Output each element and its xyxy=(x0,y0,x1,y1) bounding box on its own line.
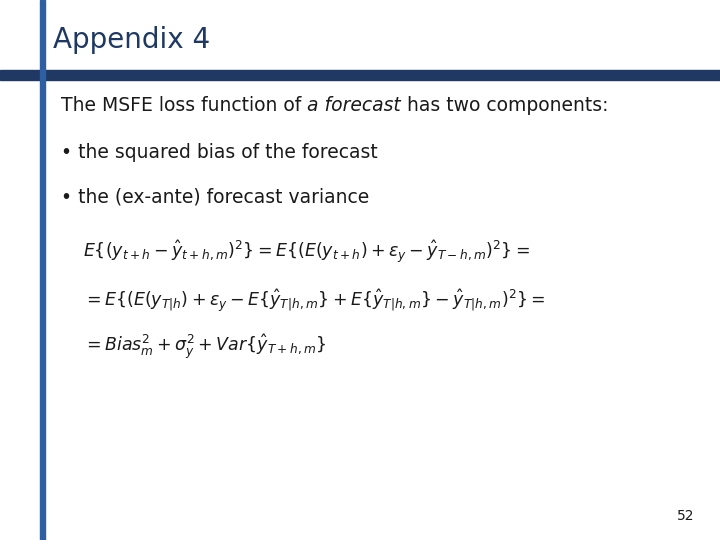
Text: $E\{(y_{t+h} - \hat{y}_{t+h,m})^2\} = E\{(E(y_{t+h}) + \varepsilon_y - \hat{y}_{: $E\{(y_{t+h} - \hat{y}_{t+h,m})^2\} = E\… xyxy=(83,238,530,265)
Text: a forecast: a forecast xyxy=(307,96,401,115)
Text: The MSFE loss function of: The MSFE loss function of xyxy=(61,96,307,115)
Text: Appendix 4: Appendix 4 xyxy=(53,26,210,54)
Text: $= E\{(E(y_{T|h}) + \varepsilon_y - E\{\hat{y}_{T|h,m}\} + E\{\hat{y}_{T|h,m}\} : $= E\{(E(y_{T|h}) + \varepsilon_y - E\{\… xyxy=(83,287,545,314)
Text: • the (ex-ante) forecast variance: • the (ex-ante) forecast variance xyxy=(61,187,369,207)
Text: 52: 52 xyxy=(678,509,695,523)
Text: has two components:: has two components: xyxy=(401,96,608,115)
Text: • the squared bias of the forecast: • the squared bias of the forecast xyxy=(61,143,378,162)
Text: $= Bias_m^2 + \sigma_y^2 + Var\{\hat{y}_{T+h,m}\}$: $= Bias_m^2 + \sigma_y^2 + Var\{\hat{y}_… xyxy=(83,332,326,361)
